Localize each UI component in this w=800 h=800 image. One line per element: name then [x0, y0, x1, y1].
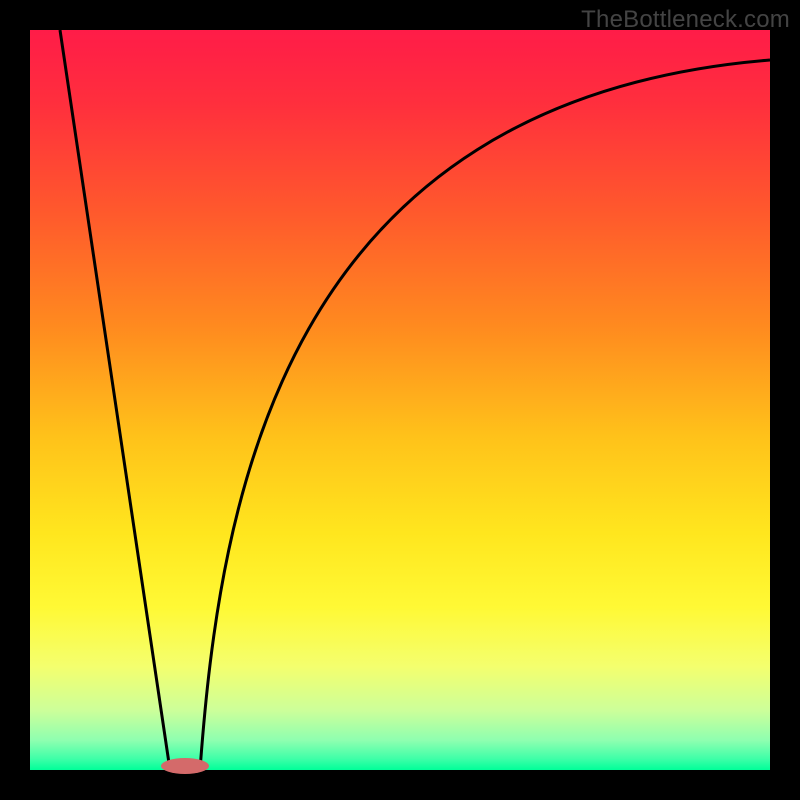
watermark-text: TheBottleneck.com [581, 6, 790, 34]
bottleneck-chart [0, 0, 800, 800]
plot-background [30, 30, 770, 770]
bottleneck-marker [161, 758, 209, 774]
chart-root: TheBottleneck.com [0, 0, 800, 800]
